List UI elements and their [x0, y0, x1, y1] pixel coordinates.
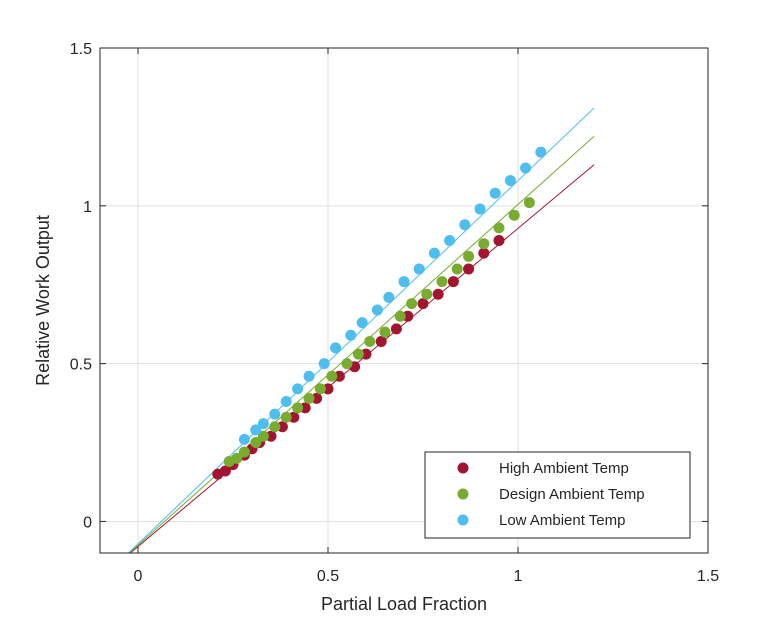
point-series-0: [478, 247, 490, 259]
point-series-2: [303, 370, 315, 382]
point-series-0: [390, 323, 402, 335]
point-series-0: [333, 370, 345, 382]
point-series-1: [406, 298, 418, 310]
y-tick-label: 1.5: [70, 41, 92, 58]
point-series-2: [318, 358, 330, 370]
point-series-1: [394, 310, 406, 322]
point-series-2: [292, 383, 304, 395]
point-series-1: [280, 411, 292, 423]
point-series-2: [356, 317, 368, 329]
point-series-1: [292, 402, 304, 414]
point-series-0: [402, 310, 414, 322]
point-series-2: [535, 146, 547, 158]
y-tick-label: 0.5: [70, 357, 92, 374]
point-series-1: [257, 430, 269, 442]
point-series-1: [250, 437, 262, 449]
point-series-1: [352, 348, 364, 360]
point-series-2: [280, 396, 292, 407]
point-series-0: [299, 402, 311, 414]
point-series-2: [444, 235, 456, 247]
y-tick-label: 0: [83, 514, 92, 531]
point-series-1: [231, 452, 243, 464]
point-series-0: [265, 430, 277, 442]
legend-label-series-1: Design Ambient Temp: [499, 486, 645, 503]
point-series-2: [398, 276, 410, 288]
point-series-1: [451, 263, 463, 275]
x-tick-label: 0.5: [317, 568, 339, 585]
legend-label-series-2: Low Ambient Temp: [499, 512, 625, 529]
point-series-1: [326, 370, 338, 382]
point-series-1: [269, 421, 281, 433]
point-series-1: [508, 209, 520, 221]
point-series-2: [238, 433, 250, 445]
legend: High Ambient Temp Design Ambient Temp Low …: [424, 451, 691, 539]
point-series-1: [478, 238, 490, 250]
point-series-2: [371, 304, 383, 316]
legend-marker-series-1: [457, 488, 469, 500]
point-series-2: [520, 162, 532, 174]
point-series-2: [428, 247, 440, 259]
point-series-1: [379, 326, 391, 338]
y-tick-labels: 0 0.5 1 1.5: [70, 41, 92, 531]
point-series-0: [432, 288, 444, 300]
point-series-2: [504, 175, 516, 187]
legend-marker-series-0: [457, 462, 469, 474]
x-tick-label: 0: [134, 568, 143, 585]
point-series-2: [345, 329, 357, 341]
point-series-2: [250, 424, 262, 436]
point-series-2: [489, 187, 501, 199]
point-series-2: [413, 263, 425, 275]
point-series-2: [330, 342, 342, 354]
x-tick-labels: 0 0.5 1 1.5: [134, 568, 720, 585]
point-series-1: [303, 392, 315, 404]
point-series-1: [314, 383, 326, 395]
point-series-0: [311, 392, 323, 404]
point-series-0: [360, 348, 372, 360]
point-series-1: [341, 358, 353, 370]
point-series-2: [269, 408, 281, 420]
point-series-2: [459, 219, 471, 231]
point-series-1: [523, 197, 535, 209]
point-series-0: [288, 411, 300, 423]
y-tick-label: 1: [83, 199, 92, 216]
point-series-2: [257, 418, 269, 430]
point-series-1: [421, 288, 433, 300]
point-series-0: [375, 336, 387, 348]
point-series-0: [463, 263, 475, 275]
point-series-0: [447, 276, 459, 288]
x-tick-label: 1.5: [697, 568, 719, 585]
point-series-0: [417, 298, 429, 310]
data-points: [212, 146, 547, 480]
x-tick-label: 1: [514, 568, 523, 585]
plot-frame: [99, 47, 709, 554]
x-axis-label: Partial Load Fraction: [321, 594, 487, 614]
tick-marks: [100, 47, 709, 553]
point-series-1: [238, 446, 250, 458]
point-series-2: [383, 291, 395, 303]
point-series-1: [493, 222, 505, 234]
legend-box: [424, 451, 691, 539]
point-series-1: [463, 250, 475, 262]
y-axis-label: Relative Work Output: [33, 215, 53, 386]
point-series-1: [364, 336, 376, 348]
point-series-0: [219, 465, 231, 477]
legend-label-series-0: High Ambient Temp: [499, 460, 629, 477]
point-series-0: [322, 383, 334, 395]
point-series-0: [276, 421, 288, 433]
point-series-0: [493, 235, 505, 247]
point-series-1: [436, 276, 448, 288]
point-series-2: [474, 203, 486, 215]
legend-marker-series-2: [457, 514, 469, 526]
